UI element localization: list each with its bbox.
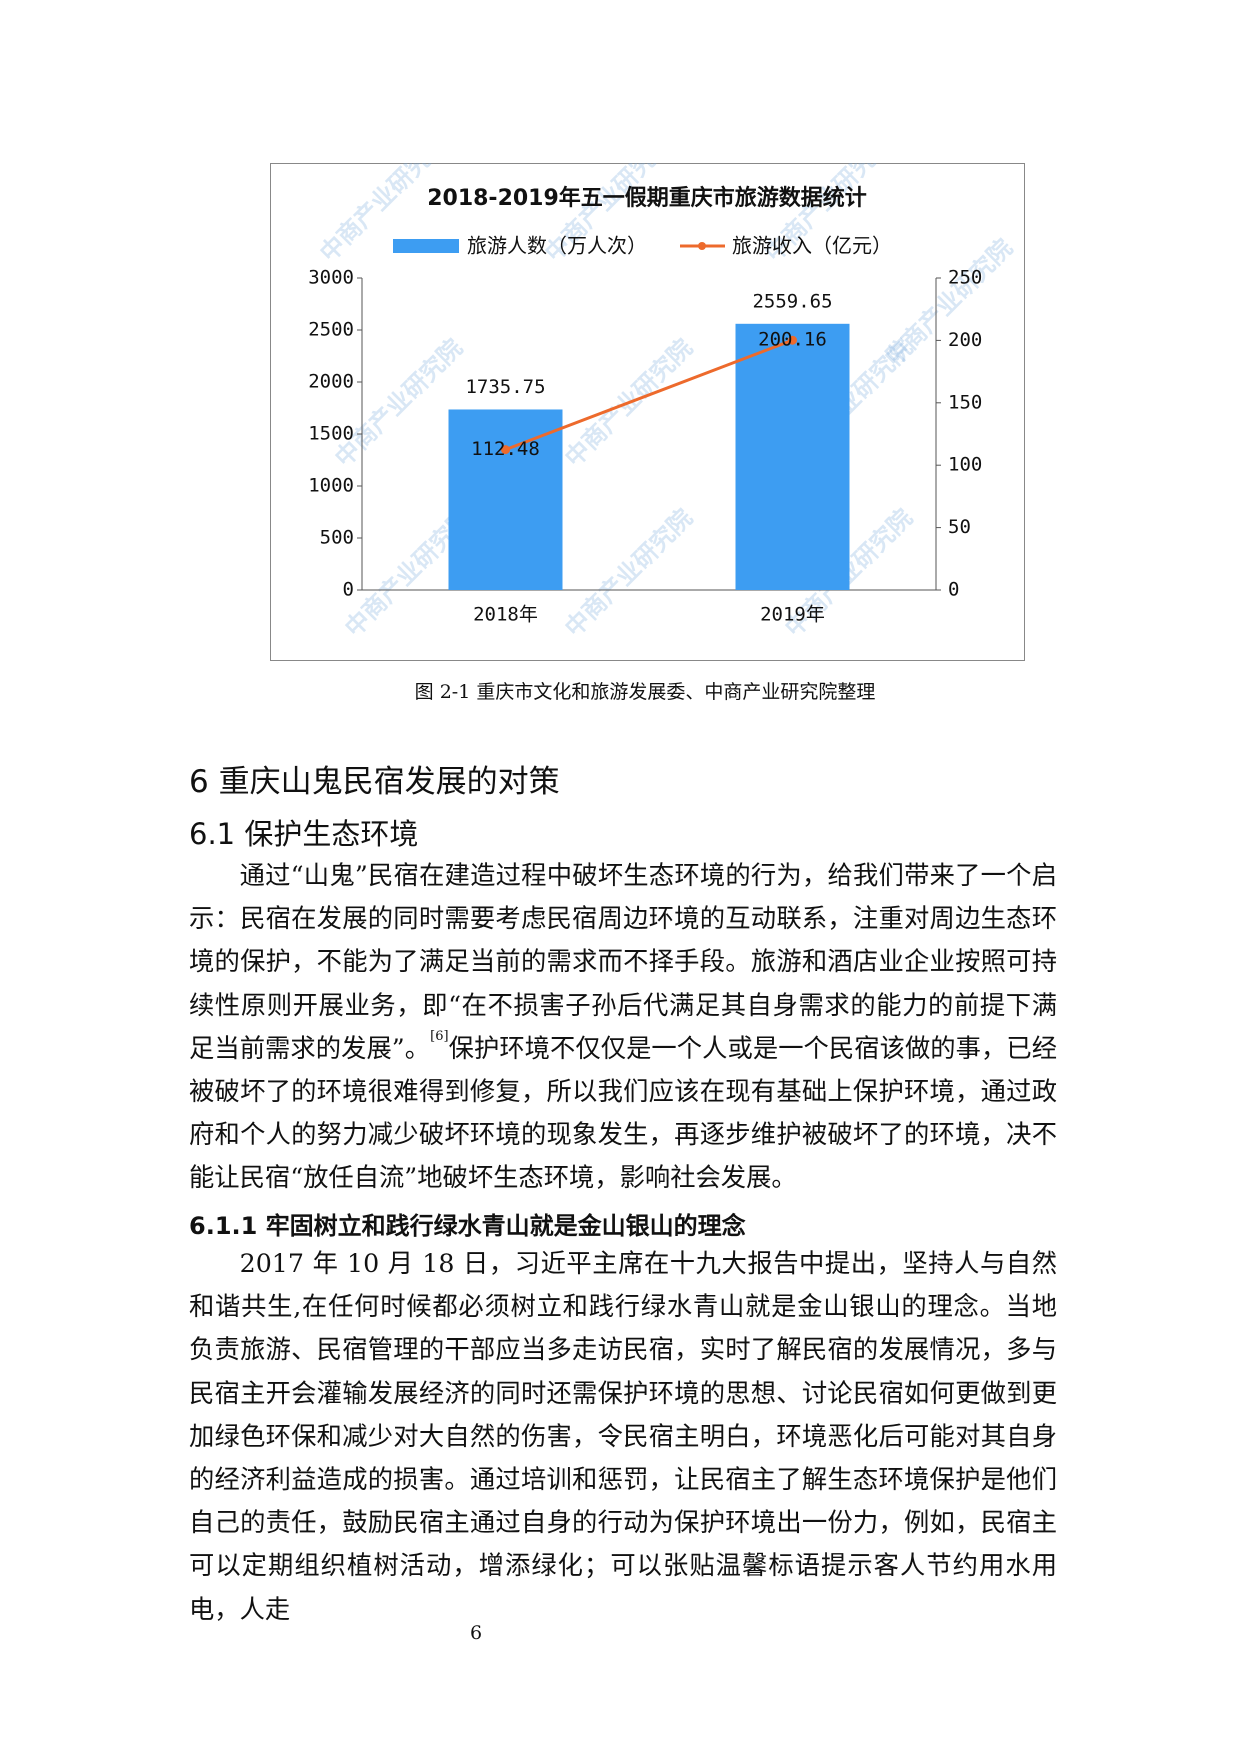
y-tick-label: 2000 <box>308 371 354 393</box>
data-label: 1735.75 <box>465 376 545 398</box>
data-label: 2559.65 <box>752 290 832 312</box>
line-marker <box>788 335 797 345</box>
data-label: 112.48 <box>471 438 540 460</box>
y2-tick-label: 50 <box>948 516 971 538</box>
text: 保护环境不仅仅是一个人或是一个民宿该做的事，已经被破坏了的环境很难得到修复，所以… <box>189 1033 1057 1193</box>
page-number: 6 <box>470 1622 483 1644</box>
legend-swatch <box>393 239 459 253</box>
y-tick-label: 0 <box>343 579 354 601</box>
section-heading: 6.1 保护生态环境 <box>189 817 419 851</box>
legend-marker <box>698 242 706 250</box>
bar <box>735 323 850 590</box>
y-tick-label: 2500 <box>308 319 354 341</box>
y-tick-label: 3000 <box>308 267 354 289</box>
y2-tick-label: 200 <box>948 329 982 351</box>
paragraph: 2017 年 10 月 18 日，习近平主席在十九大报告中提出，坚持人与自然和谐… <box>189 1249 1057 1624</box>
citation: [6] <box>430 1028 449 1044</box>
data-label: 200.16 <box>758 329 827 351</box>
bar <box>448 409 563 590</box>
y2-tick-label: 0 <box>948 579 959 601</box>
y2-tick-label: 250 <box>948 267 982 289</box>
heading: 6 重庆山鬼民宿发展的对策 <box>189 764 560 800</box>
x-tick-label: 2019年 <box>760 604 825 626</box>
line-marker <box>501 445 510 455</box>
caption: 图 2-1 重庆市文化和旅游发展委、中商产业研究院整理 <box>414 681 876 703</box>
subsection-heading: 6.1.1 牢固树立和践行绿水青山就是金山银山的理念 <box>189 1212 746 1240</box>
y2-tick-label: 150 <box>948 391 982 413</box>
paragraph: 通过“山鬼”民宿在建造过程中破坏生态环境的行为，给我们带来了一个启示：民宿在发展… <box>189 854 1057 1200</box>
y-tick-label: 1500 <box>308 423 354 445</box>
legend-label: 旅游人数（万人次） <box>467 234 647 258</box>
y-tick-label: 1000 <box>308 475 354 497</box>
line <box>504 338 794 452</box>
legend-label: 旅游收入（亿元） <box>732 234 892 258</box>
text: 通过“山鬼”民宿在建造过程中破坏生态环境的行为，给我们带来了一个启示：民宿在发展… <box>189 861 1057 1063</box>
chart-title: 2018-2019年五一假期重庆市旅游数据统计 <box>427 185 867 211</box>
y2-tick-label: 100 <box>948 454 982 476</box>
x-tick-label: 2018年 <box>473 604 538 626</box>
y-tick-label: 500 <box>320 527 354 549</box>
